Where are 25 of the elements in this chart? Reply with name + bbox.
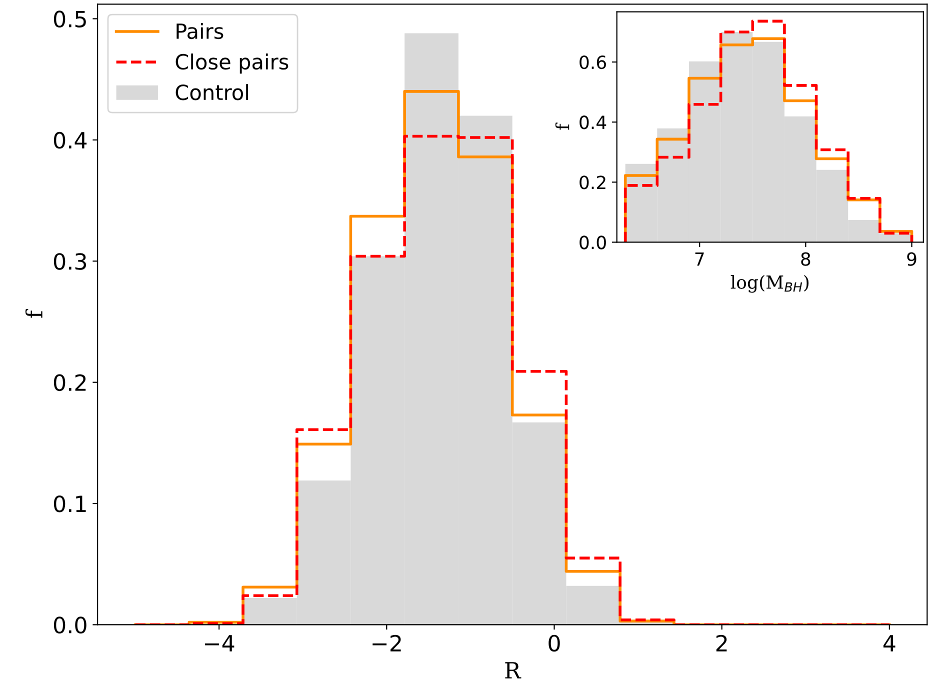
y-tick-label: 0.0: [54, 616, 86, 634]
y-tick-label: 0.3: [54, 253, 86, 270]
legend-label: Close pairs: [176, 54, 288, 74]
y-axis-title: f: [25, 309, 42, 318]
x-tick-label: 8: [801, 252, 810, 266]
y-tick-label: 0.1: [54, 495, 86, 512]
y-tick-label: 0.2: [580, 176, 606, 190]
y-tick-label: 0.4: [580, 116, 606, 130]
x-tick-label: 7: [695, 252, 704, 266]
x-tick-label: 0: [548, 634, 560, 652]
x-tick-label: −4: [205, 635, 234, 652]
legend-label: Control: [176, 84, 248, 100]
x-tick-label: 4: [883, 635, 896, 652]
y-tick-label: 0.2: [54, 374, 86, 392]
x-tick-label: 2: [716, 634, 727, 652]
y-axis-title: f: [555, 122, 570, 130]
legend-label: Pairs: [176, 22, 224, 40]
x-axis-title: R: [505, 662, 522, 678]
x-tick-label: 9: [907, 252, 916, 266]
x-axis-title: log(M$_{BH}$): [730, 274, 809, 293]
x-tick-label: −2: [372, 634, 401, 652]
y-tick-label: 0.5: [54, 10, 86, 28]
y-tick-label: 0.4: [54, 132, 87, 149]
y-tick-label: 0.0: [580, 236, 606, 250]
y-tick-label: 0.6: [580, 55, 606, 70]
